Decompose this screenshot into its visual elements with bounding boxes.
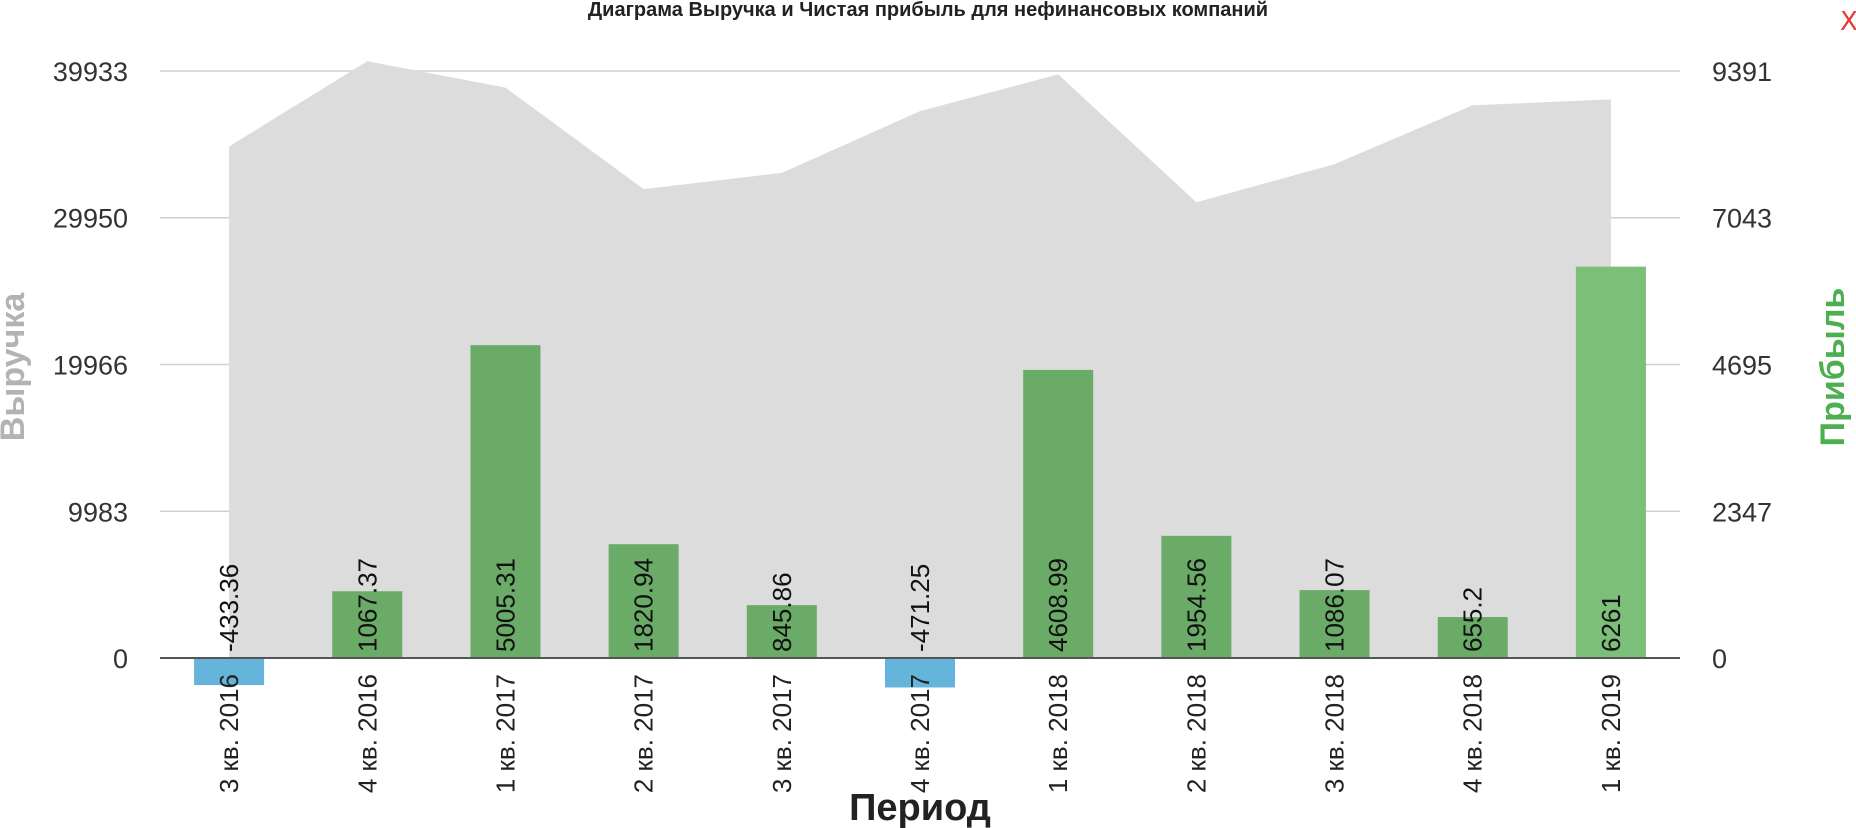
data-label: 1067.37	[352, 558, 382, 652]
axes: 0 0 9983 2347 19966 4695 29950 7043 39933 9391 3 к…	[53, 57, 1772, 793]
category-label: 1 кв. 2018	[1043, 674, 1073, 793]
revenue-area	[229, 61, 1611, 658]
data-label: 1954.56	[1181, 558, 1211, 652]
profit-bar	[1437, 617, 1508, 658]
revenue-area-series	[229, 61, 1611, 658]
category-label: 2 кв. 2017	[629, 674, 659, 793]
data-labels: -433.36 1067.37 5005.31 1820.94 845.86 -471.2…	[214, 558, 1626, 652]
left-tick-label: 29950	[53, 204, 128, 234]
profit-bar-series	[194, 266, 1646, 688]
data-label: 1086.07	[1320, 558, 1350, 652]
profit-bar	[746, 605, 817, 658]
category-label: 1 кв. 2019	[1596, 674, 1626, 793]
profit-bar	[1161, 535, 1232, 658]
left-tick-label: 9983	[68, 497, 128, 527]
category-label: 3 кв. 2016	[214, 674, 244, 793]
category-label: 4 кв. 2017	[905, 674, 935, 793]
data-label: 4608.99	[1043, 558, 1073, 652]
right-axis-title: Прибыль	[1814, 288, 1852, 447]
chart-title: Диаграма Выручка и Чистая прибыль для не…	[588, 0, 1268, 21]
right-tick-label: 0	[1712, 644, 1727, 674]
profit-bar	[470, 345, 541, 658]
profit-bar	[1023, 369, 1094, 658]
category-label: 4 кв. 2018	[1458, 674, 1488, 793]
profit-bar	[1575, 266, 1646, 658]
data-label: 1820.94	[629, 558, 659, 652]
left-tick-label: 39933	[53, 57, 128, 87]
profit-bar	[194, 658, 265, 686]
profit-bar	[1299, 590, 1370, 658]
profit-bar	[608, 544, 679, 658]
category-label: 1 кв. 2017	[490, 674, 520, 793]
right-tick-label: 4695	[1712, 351, 1772, 381]
profit-bar	[885, 658, 955, 688]
category-label: 2 кв. 2018	[1181, 674, 1211, 793]
category-label: 3 кв. 2017	[767, 674, 797, 793]
data-label: 655.2	[1458, 587, 1488, 652]
category-label: 3 кв. 2018	[1320, 674, 1350, 793]
profit-bar	[332, 591, 403, 658]
close-icon[interactable]: X	[1840, 7, 1856, 37]
right-tick-label: 7043	[1712, 204, 1772, 234]
data-label: -471.25	[905, 564, 935, 652]
data-label: 845.86	[767, 572, 797, 652]
right-tick-label: 9391	[1712, 57, 1772, 87]
left-axis-title: Выручка	[0, 292, 32, 442]
category-label: 4 кв. 2016	[352, 674, 382, 793]
data-label: -433.36	[214, 564, 244, 652]
left-tick-label: 19966	[53, 351, 128, 381]
x-axis-title: Период	[849, 787, 991, 828]
right-tick-label: 2347	[1712, 497, 1772, 527]
data-label: 5005.31	[490, 558, 520, 652]
data-label: 6261	[1596, 594, 1626, 652]
left-tick-label: 0	[113, 644, 128, 674]
